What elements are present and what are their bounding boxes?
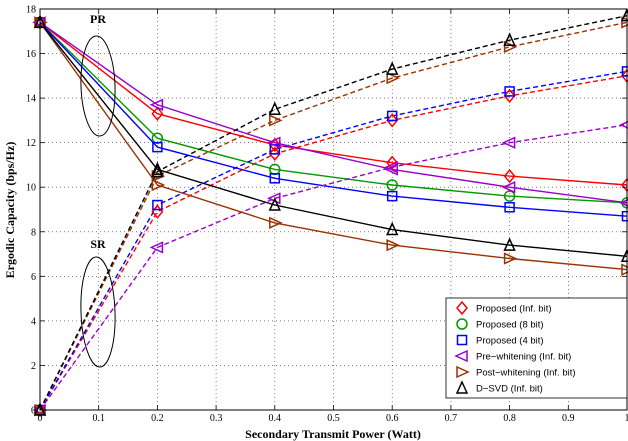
triangle-up-marker [386,61,399,75]
y-tick-label: 16 [26,49,36,60]
triangle-left-marker [266,136,281,149]
x-tick-label: 0 [38,413,43,424]
sr-series-line [39,75,628,411]
legend-label: Proposed (4 bit) [476,336,544,347]
triangle-up-marker [503,237,516,251]
triangle-up-marker [151,163,164,178]
group-ellipses [80,35,116,368]
axis-ticks: 0 0.1 0.2 0.3 0.4 0.5 0.6 0.7 0.8 0.9 102468101214… [26,5,628,425]
triangle-up-marker [268,197,281,211]
diamond-marker [151,106,164,121]
y-tick-label: 14 [26,94,36,105]
triangle-left-marker [149,241,164,254]
diamond-marker [386,113,399,128]
pr-series-line [39,21,628,271]
diamond-marker [386,155,399,170]
sr-series-line [39,70,628,411]
pr-series-line [39,21,628,204]
triangle-right-marker [151,178,166,192]
triangle-up-marker [268,101,281,115]
triangle-left-marker [454,349,468,363]
legend-label: Proposed (8 bit) [476,320,544,331]
y-tick-label: 12 [26,138,36,149]
square-marker [456,334,468,346]
series-lines [39,15,628,411]
triangle-right-marker [386,71,401,85]
legend-label: D−SVD (Inf. bit) [476,384,543,395]
square-marker [386,110,398,122]
pr-ellipse [80,35,116,137]
pr-series-line [39,21,628,186]
pr-label: PR [90,12,106,26]
legend-box [445,297,628,399]
triangle-right-marker [386,238,401,252]
pr-series-line [39,21,628,257]
x-tick-label: 0.7 [445,413,458,424]
x-tick-label: 0.6 [386,413,399,424]
square-marker [504,202,515,213]
triangle-up-marker [503,32,516,46]
legend: Proposed (Inf. bit) Proposed (8 bit) Propo… [445,297,628,399]
sr-ellipse [80,256,116,368]
square-marker [152,141,163,153]
sr-series-line [39,124,628,411]
triangle-up-marker [151,161,164,176]
x-tick-label: 0.8 [503,413,516,424]
triangle-left-marker [501,136,516,149]
triangle-left-marker [501,181,516,194]
y-tick-label: 10 [26,183,36,194]
x-tick-label: 0.9 [562,413,575,424]
x-tick-label: 0.1 [92,413,105,424]
y-tick-label: 2 [31,361,36,372]
triangle-right-marker [503,40,518,54]
x-tick-label: 1 [625,413,628,424]
diamond-marker [503,88,516,104]
triangle-up-marker [386,221,399,236]
diamond-marker [268,146,281,161]
triangle-left-marker [149,98,164,111]
diamond-marker [268,137,281,153]
circle-marker [503,190,516,202]
x-axis-label: Secondary Transmit Power (Watt) [245,427,421,441]
triangle-right-marker [269,114,283,127]
y-axis-label: Ergodic Capacity (bps/Hz) [3,142,17,279]
x-tick-label: 0.2 [151,413,164,424]
square-marker [269,173,281,184]
pr-series-line [39,21,628,204]
square-marker [152,199,163,211]
y-tick-label: 6 [31,272,36,283]
sr-label: SR [90,237,106,251]
sr-series-line [39,15,628,411]
legend-label: Post−whitening (Inf. bit) [476,368,576,379]
x-tick-label: 0.5 [327,413,340,424]
x-tick-label: 0.4 [269,413,282,424]
y-tick-label: 8 [31,227,36,238]
diamond-marker [503,168,516,184]
triangle-right-marker [269,216,283,230]
y-tick-label: 0 [31,406,36,417]
square-marker [504,86,515,97]
triangle-left-marker [384,163,398,176]
pr-series-line [39,21,628,217]
y-tick-label: 4 [31,316,36,327]
x-tick-label: 0.3 [210,413,223,424]
circle-marker [386,179,398,191]
diamond-marker [456,300,468,316]
circle-marker [456,318,468,330]
triangle-up-marker [455,380,469,394]
triangle-right-marker [503,252,518,265]
sr-series-line [39,21,628,411]
triangle-right-marker [456,365,470,379]
legend-label: Proposed (Inf. bit) [476,304,552,315]
legend-label: Pre−whitening (Inf. bit) [476,352,571,363]
y-tick-label: 18 [26,5,36,16]
square-marker [386,190,398,202]
